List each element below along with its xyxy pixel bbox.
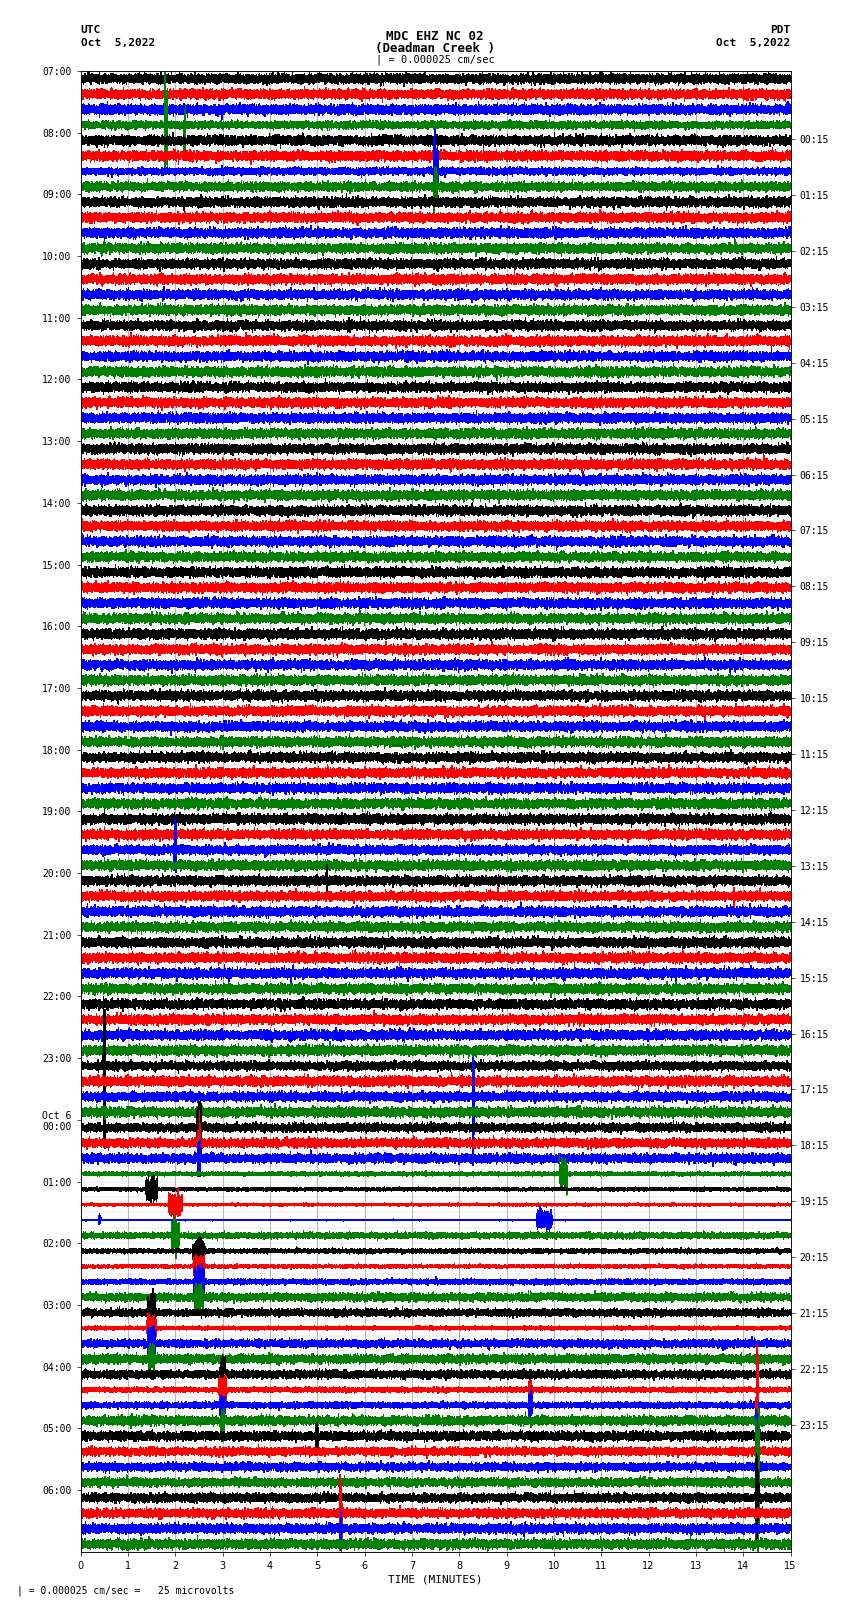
Text: PDT: PDT	[770, 26, 790, 35]
X-axis label: TIME (MINUTES): TIME (MINUTES)	[388, 1574, 483, 1586]
Text: MDC EHZ NC 02: MDC EHZ NC 02	[387, 29, 484, 44]
Text: | = 0.000025 cm/sec =   25 microvolts: | = 0.000025 cm/sec = 25 microvolts	[17, 1586, 235, 1595]
Text: (Deadman Creek ): (Deadman Creek )	[375, 42, 496, 55]
Text: | = 0.000025 cm/sec: | = 0.000025 cm/sec	[376, 53, 495, 65]
Text: Oct  5,2022: Oct 5,2022	[81, 39, 155, 48]
Text: Oct  5,2022: Oct 5,2022	[717, 39, 790, 48]
Text: UTC: UTC	[81, 26, 101, 35]
